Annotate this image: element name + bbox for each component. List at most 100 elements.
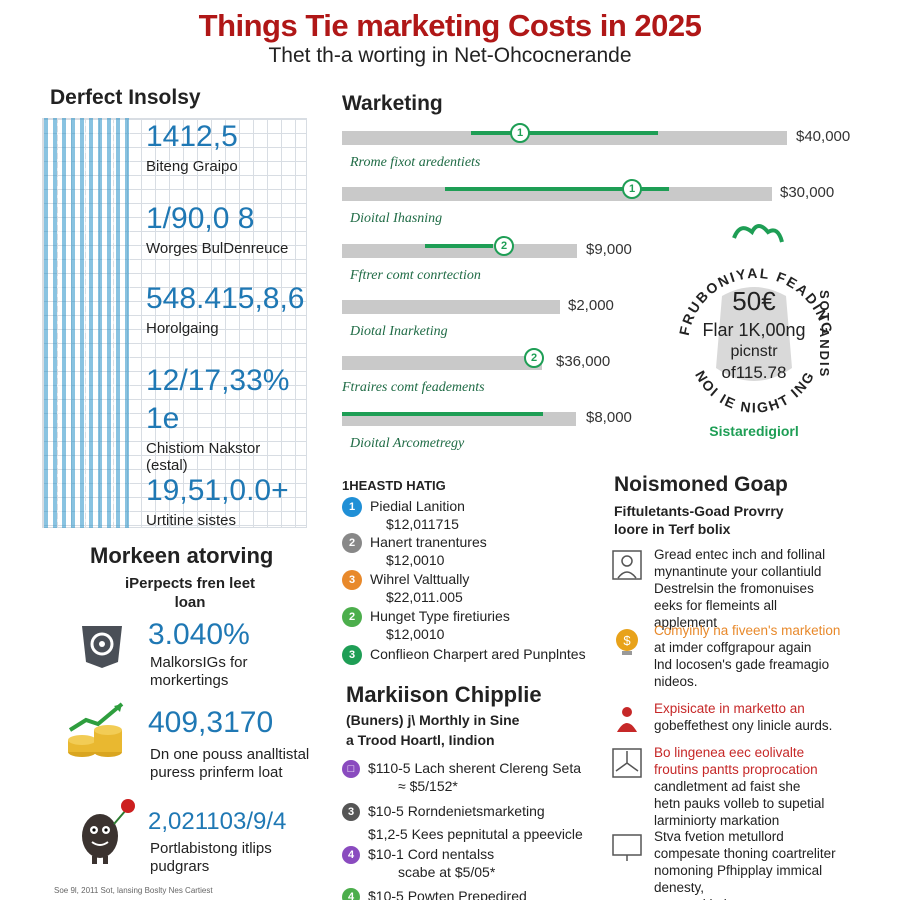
bar-fill [425, 244, 493, 248]
stat-item: 19,51,0.0+ Urtitine sistes [146, 474, 289, 529]
right-item-line: Destrelsin the fromonuises [654, 581, 814, 596]
bar-marker: 2 [494, 236, 514, 256]
right-item-line: Stva fvetion metullord [654, 829, 784, 844]
list-item-name: Wihrel Valttually [370, 571, 470, 587]
list-item-amount: $22,011.005 [386, 589, 463, 605]
pipeline-title: Markiison Chipplie [346, 682, 542, 707]
lower-left-subtitle: iPerpects fren leet loan [124, 575, 256, 611]
right-subtitle-line: Fiftuletants-Goad Provrry [614, 503, 784, 519]
bar-track [342, 412, 576, 426]
bar-label: Fftrer comt conrtection [350, 268, 481, 283]
list-number-badge: 2 [342, 533, 362, 553]
list-item-amount: $12,0010 [386, 626, 445, 642]
list-item-name: Conflieon Charpert ared Punplntes [370, 646, 586, 662]
right-item-line: Bo lingenea eec eolivalte [654, 745, 805, 760]
stat-item: 1/90,0 8 Worges BulDenreuce [146, 202, 288, 257]
fan-icon [612, 748, 642, 778]
badge-line: of115.78 [722, 363, 787, 382]
right-item-text: Expisicate in marketto an gobeffethest on… [654, 700, 854, 734]
right-item-line: compesate thoning coartreliter [654, 846, 836, 861]
bar-amount: $8,000 [586, 409, 632, 426]
bar-fill [445, 187, 669, 191]
right-item-line: Gread entec inch and follinal [654, 547, 826, 562]
right-item-line: mar vanitintins [654, 896, 854, 900]
bar-fill [342, 412, 543, 416]
bar-track [342, 244, 577, 258]
right-item-text: Comyinly na fiveen's marketion at imder c… [654, 622, 854, 690]
pipeline-line: $110-5 Lach sherent Clereng Seta [368, 760, 581, 776]
list-item-name: Hanert tranentures [370, 534, 487, 550]
right-item-line: Expisicate in marketto an [654, 701, 805, 716]
stat-value: 548.415,8,6 [146, 282, 305, 315]
right-item-line: froutins pantts proprocation [654, 762, 818, 777]
right-item-line: nomoning Pfhipplay immical [654, 863, 823, 878]
pipeline-marker: □ [342, 760, 360, 778]
list-item-amount: $12,0010 [386, 552, 445, 568]
person-heart-icon [617, 707, 637, 732]
person-frame-icon [612, 550, 642, 580]
right-item-line: nideos. [654, 674, 698, 689]
bar-label: Ftraires comt feadements [342, 380, 485, 395]
lower-left-title: Morkeen atorving [90, 543, 274, 568]
right-item-line: Comyinly na fiveen's marketion [654, 623, 841, 638]
right-item-line: mynantinute your collantiuld [654, 564, 822, 579]
badge-caption: Sistaredigiorl [709, 423, 798, 439]
bar-label: Diotal Inarketing [350, 324, 448, 339]
lower-left-value: 3.040% [148, 618, 250, 651]
bar-track [342, 131, 787, 145]
stat-label: Chistiom Nakstor (estal) [146, 440, 261, 474]
bar-amount: $2,000 [568, 297, 614, 314]
bar-amount: $36,000 [556, 353, 611, 370]
right-panel-subtitle: Fiftuletants-Goad Provrry loore in Terf … [614, 502, 784, 538]
pipeline-marker: 3 [342, 803, 360, 821]
stat-item: 12/17,33% [146, 364, 289, 398]
pipeline-subtitle-line: a Trood Hoartl, Iindion [346, 732, 495, 748]
right-item-line: larminiorty markation [654, 813, 780, 828]
lower-left-label: Portlabistong itlips pudgrars [150, 840, 272, 875]
right-item-line: lnd locosen's gade freamagio [654, 657, 830, 672]
pipeline-marker: 4 [342, 846, 360, 864]
stat-label: Horolgaing [146, 320, 219, 337]
bar-amount: $40,000 [796, 128, 851, 145]
badge-line: Flar 1K,00ng [702, 320, 805, 340]
stat-value: 12/17,33% [146, 364, 290, 397]
bar-track [342, 356, 542, 370]
pipeline-subtitle-line: (Buners) j\ Morthly in Sine [346, 712, 520, 728]
stat-label: Worges BulDenreuce [146, 240, 289, 257]
lower-left-label: Dn one pouss analltistal puress prinferm… [150, 746, 310, 781]
gear-badge-icon [82, 626, 122, 668]
pipeline-line: $10-5 Rorndenietsmarketing [368, 803, 545, 819]
glyph-pattern [44, 118, 130, 528]
badge-ring-right: SOT ANDIS [817, 290, 832, 379]
pipeline-line: $10-1 Cord nentalss [368, 846, 495, 862]
right-panel-title: Noismoned Goap [614, 473, 788, 496]
left-panel-title: Derfect Insolsy [50, 86, 201, 109]
bar-marker: 2 [524, 348, 544, 368]
badge-line: picnstr [730, 343, 778, 360]
right-item-line: eeks for flemeints all [654, 598, 778, 613]
bar-track [342, 187, 772, 201]
pipeline-subline: ≈ $5/152* [398, 778, 458, 794]
stat-label: Biteng Graipo [146, 158, 238, 175]
list-item-name: Hunget Type firetiuries [370, 608, 510, 624]
monitor-icon [612, 834, 642, 861]
footnote: Soe 9l, 2011 Sot, lansing Boslty Nes Car… [54, 886, 213, 895]
pipeline-line: $10-5 Powten Prepedired [368, 888, 527, 900]
bar-label: Dioital Ihasning [350, 211, 443, 226]
right-item-line: candletment ad faist she [654, 779, 801, 794]
stat-value: 1e [146, 402, 180, 435]
right-item-text: Bo lingenea eec eolivalte froutins pantts… [654, 744, 854, 829]
seal-badge: FRUBONIYAL FEADING NOI IE NIGHT ING 50€ … [676, 224, 834, 439]
bar-label: Rrome fixot aredentiets [350, 155, 481, 170]
bar-amount: $9,000 [586, 241, 632, 258]
leaf-icon [732, 224, 784, 243]
bar-amount: $30,000 [780, 184, 835, 201]
pipeline-subline: scabe at $5/05* [398, 864, 496, 880]
list-number-badge: 3 [342, 570, 362, 590]
stat-value: 19,51,0.0+ [146, 474, 289, 507]
bar-fill [471, 131, 658, 135]
pipeline-subtitle: (Buners) j\ Morthly in Sine a Trood Hoar… [346, 710, 519, 750]
stat-label: Urtitine sistes [146, 512, 237, 529]
list-number-badge: 3 [342, 645, 362, 665]
right-item-line: applement [654, 615, 718, 630]
